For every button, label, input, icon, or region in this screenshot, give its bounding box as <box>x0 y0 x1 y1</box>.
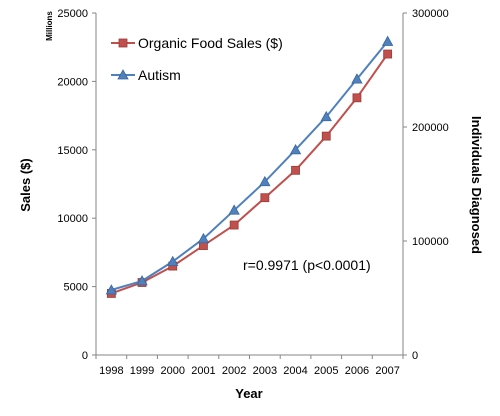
series-line-autism <box>111 40 389 291</box>
data-point-autism <box>136 275 148 286</box>
correlation-annotation: r=0.9971 (p<0.0001) <box>243 257 371 273</box>
data-point-organic-food-sales <box>229 220 239 230</box>
data-point-organic-food-sales <box>321 131 331 141</box>
right-y-tick-label: 300000 <box>412 8 449 20</box>
x-tick-label: 2001 <box>191 365 215 377</box>
left-y-axis-ticks: 0 5000 10000 15000 20000 25000 <box>57 8 96 362</box>
x-tick-label: 2006 <box>345 365 369 377</box>
left-y-axis-title: Sales ($) <box>18 158 33 211</box>
x-tick-label: 2000 <box>161 365 185 377</box>
data-point-autism <box>259 175 271 187</box>
left-y-tick-label: 5000 <box>64 282 88 294</box>
x-axis-title: Year <box>235 386 262 401</box>
x-tick-label: 1998 <box>99 365 123 377</box>
data-point-autism <box>351 73 363 84</box>
legend-label-organic-food-sales: Organic Food Sales ($) <box>138 35 283 51</box>
series-line-organic-food-sales <box>110 53 389 295</box>
x-tick-label: 2004 <box>283 365 307 377</box>
x-tick-label: 2007 <box>375 365 399 377</box>
legend-marker-organic-food-sales <box>118 38 128 48</box>
legend-label-autism: Autism <box>138 67 181 83</box>
data-point-organic-food-sales <box>260 193 270 203</box>
data-point-autism <box>320 110 332 122</box>
right-y-axis-title: Individuals Diagnosed <box>469 116 484 254</box>
right-y-tick-label: 0 <box>412 350 418 362</box>
x-axis-ticks: 1998 1999 2000 2001 2002 2003 2004 2005 2006 2007 <box>95 355 404 377</box>
data-point-organic-food-sales <box>291 165 300 175</box>
left-y-tick-label: 15000 <box>57 145 88 157</box>
x-tick-label: 1999 <box>130 365 154 377</box>
data-point-autism <box>381 35 394 46</box>
data-point-autism <box>105 284 118 295</box>
x-tick-label: 2003 <box>253 365 277 377</box>
x-tick-label: 2005 <box>314 365 338 377</box>
right-y-axis-ticks: 0 100000 200000 300000 <box>403 8 449 362</box>
right-y-tick-label: 100000 <box>412 236 449 248</box>
right-y-tick-label: 200000 <box>412 122 449 134</box>
data-point-autism <box>228 204 240 215</box>
data-point-autism <box>167 255 179 266</box>
legend-marker-autism <box>117 69 129 80</box>
left-y-tick-label: 25000 <box>57 8 88 20</box>
legend: Organic Food Sales ($) Autism <box>111 35 283 83</box>
left-y-tick-label: 10000 <box>57 213 88 225</box>
data-point-organic-food-sales <box>352 93 362 103</box>
data-point-autism <box>289 143 302 155</box>
x-tick-label: 2002 <box>222 365 246 377</box>
left-y-tick-label: 0 <box>82 350 88 362</box>
data-point-organic-food-sales <box>383 49 393 59</box>
series-layer <box>105 35 394 298</box>
left-y-axis-unit-label: Millions <box>45 11 54 41</box>
left-y-tick-label: 20000 <box>57 76 88 88</box>
data-point-autism <box>197 232 210 244</box>
